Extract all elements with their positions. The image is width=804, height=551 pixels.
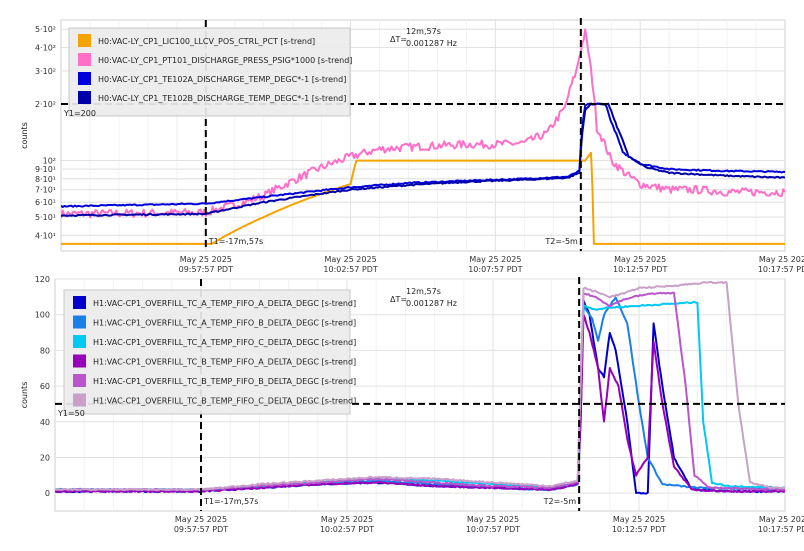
y-axis-label: counts — [20, 382, 29, 409]
cursor-t2-label: T2=-5m — [544, 237, 578, 246]
y-axis-label: counts — [20, 122, 29, 149]
legend-entry: H1:VAC-CP1_OVERFILL_TC_B_TEMP_FIFO_A_DEL… — [93, 358, 356, 367]
x-tick-time: 10:07:57 PDT — [468, 265, 522, 274]
delta-frequency: 0.001287 Hz — [406, 299, 457, 308]
legend-swatch — [73, 296, 86, 309]
legend-swatch — [73, 315, 86, 329]
legend-box — [63, 289, 351, 415]
x-tick-time: 10:17:57 PDT — [758, 525, 804, 534]
cursor-t1-label: T1=-17m,57s — [203, 497, 258, 506]
y-tick-label: 9·10¹ — [35, 165, 56, 174]
x-tick-date: May 25 2025 — [759, 515, 804, 524]
y-tick-label: 4·10¹ — [35, 231, 56, 240]
y-tick-label: 100 — [35, 311, 50, 320]
legend-entry: H1:VAC-CP1_OVERFILL_TC_A_TEMP_FIFO_B_DEL… — [93, 319, 356, 328]
y-tick-label: 80 — [40, 346, 50, 355]
legend-entry: H0:VAC-LY_CP1_LIC100_LLCV_POS_CTRL_PCT [… — [98, 37, 315, 46]
y-tick-label: 7·10¹ — [35, 186, 56, 195]
x-tick-date: May 25 2025 — [614, 255, 666, 264]
legend-swatch — [78, 91, 91, 104]
y-tick-label: 4·10² — [35, 43, 56, 52]
series-group — [55, 280, 785, 495]
delta-frequency: 0.001287 Hz — [406, 39, 457, 48]
y-tick-label: 10² — [43, 157, 56, 166]
legend: H0:VAC-LY_CP1_LIC100_LLCV_POS_CTRL_PCT [… — [68, 27, 352, 117]
series-line-6 — [55, 280, 785, 492]
legend-swatch — [78, 72, 91, 85]
cursor-t2-label: T2=-5m — [543, 497, 577, 506]
cursor-y1-label: Y1=200 — [63, 109, 96, 118]
legend-box — [68, 27, 351, 117]
cursor-y1-label: Y1=50 — [57, 409, 85, 418]
series-line-3 — [61, 102, 785, 208]
y-tick-label: 40 — [40, 418, 50, 427]
delta-time: 12m,57s — [406, 27, 441, 36]
x-tick-time: 10:17:57 PDT — [758, 265, 804, 274]
x-tick-date: May 25 2025 — [321, 515, 373, 524]
series-line-1 — [61, 151, 785, 245]
legend-swatch — [73, 393, 86, 407]
x-tick-time: 09:57:57 PDT — [174, 525, 228, 534]
legend-entry: H0:VAC-LY_CP1_PT101_DISCHARGE_PRESS_PSIG… — [98, 56, 352, 65]
legend-swatch — [73, 354, 86, 368]
legend-entry: H0:VAC-LY_CP1_TE102A_DISCHARGE_TEMP_DEGC… — [98, 75, 346, 84]
y-tick-label: 8·10¹ — [35, 175, 56, 184]
legend-swatch — [78, 34, 91, 47]
y-tick-label: 60 — [40, 382, 50, 391]
series-line-4 — [61, 102, 785, 218]
x-tick-date: May 25 2025 — [325, 255, 377, 264]
legend-swatch — [73, 335, 86, 348]
x-tick-date: May 25 2025 — [180, 255, 232, 264]
series-group — [61, 28, 785, 245]
x-tick-time: 10:12:57 PDT — [613, 265, 667, 274]
x-tick-date: May 25 2025 — [613, 515, 665, 524]
cursor-t1-label: T1=-17m,57s — [208, 237, 263, 246]
y-tick-label: 5·10² — [35, 25, 56, 34]
legend-entry: H1:VAC-CP1_OVERFILL_TC_A_TEMP_FIFO_A_DEL… — [93, 299, 356, 308]
x-tick-date: May 25 2025 — [175, 515, 227, 524]
series-line-2 — [61, 28, 785, 219]
x-tick-time: 10:02:57 PDT — [323, 265, 377, 274]
y-tick-label: 120 — [35, 275, 50, 284]
y-tick-label: 5·10¹ — [35, 213, 56, 222]
legend: H1:VAC-CP1_OVERFILL_TC_A_TEMP_FIFO_A_DEL… — [63, 289, 356, 415]
delta-label: ΔT= — [390, 35, 407, 44]
legend-entry: H1:VAC-CP1_OVERFILL_TC_B_TEMP_FIFO_B_DEL… — [93, 377, 356, 386]
legend-swatch — [78, 53, 91, 66]
x-tick-date: May 25 2025 — [469, 255, 521, 264]
y-tick-label: 6·10¹ — [35, 198, 56, 207]
legend-entry: H1:VAC-CP1_OVERFILL_TC_B_TEMP_FIFO_C_DEL… — [93, 397, 356, 406]
y-tick-label: 2·10² — [35, 100, 56, 109]
legend-swatch — [73, 374, 86, 387]
delta-label: ΔT= — [390, 295, 407, 304]
delta-time: 12m,57s — [406, 287, 441, 296]
x-tick-time: 10:07:57 PDT — [466, 525, 520, 534]
y-tick-label: 20 — [40, 453, 50, 462]
y-tick-label: 3·10² — [35, 67, 56, 76]
legend-entry: H0:VAC-LY_CP1_TE102B_DISCHARGE_TEMP_DEGC… — [98, 94, 346, 103]
y-tick-label: 0 — [45, 489, 50, 498]
legend-entry: H1:VAC-CP1_OVERFILL_TC_A_TEMP_FIFO_C_DEL… — [93, 338, 356, 347]
x-tick-date: May 25 2025 — [759, 255, 804, 264]
x-tick-date: May 25 2025 — [467, 515, 519, 524]
x-tick-time: 10:02:57 PDT — [320, 525, 374, 534]
x-tick-time: 10:12:57 PDT — [612, 525, 666, 534]
x-tick-time: 09:57:57 PDT — [179, 265, 233, 274]
